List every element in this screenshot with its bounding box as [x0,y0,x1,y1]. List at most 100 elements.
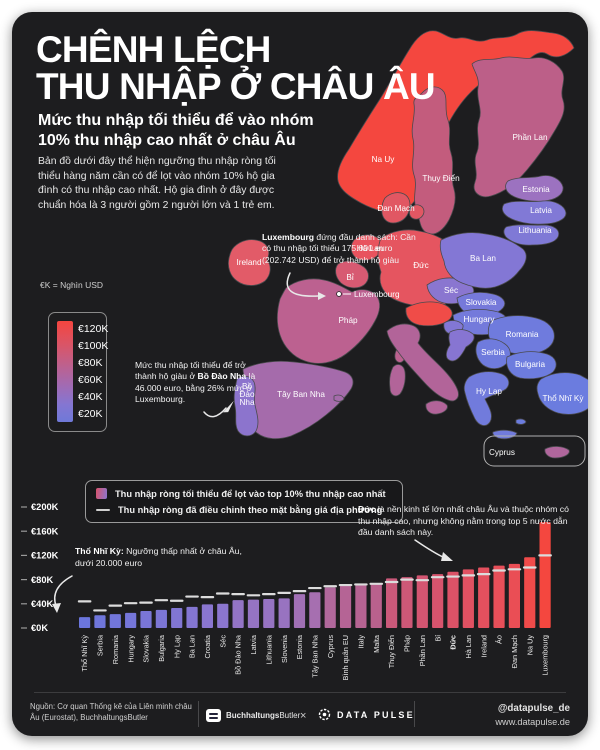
y-axis-tick-label: €80K [31,575,54,585]
portugal-annotation-post: là 46.000 euro, bằng 26% mức ở Luxembour… [135,371,256,405]
country-mallorca [333,394,345,402]
datapulse-wordmark: DATA PULSE [337,709,415,720]
x-axis-label: Croatia [203,634,212,658]
map-label-thuy-dien: Thụy Điển [422,173,460,183]
ppp-dash-Romania [108,604,123,607]
ppp-dash-Ireland [476,573,491,576]
country-cyprus [544,446,570,459]
bar-Romania [109,614,121,628]
luxembourg-marker-dot [336,291,342,297]
cyprus-inset-box [483,435,586,467]
x-axis-label: Bình quân EU [341,635,350,680]
x-axis-label: Áo [495,635,504,644]
income-bar-chart: €200K €160K €120K €80K €40K €0K Thổ Nhĩ Kỳ Serb… [21,502,552,680]
ppp-dash-Thụy Điển [384,580,399,584]
map-label-ireland: Ireland [236,258,261,267]
dash-line-icon [96,508,110,512]
bar-Na Uy [524,557,536,628]
bar-Hungary [125,612,137,628]
country-estonia [505,175,564,202]
ppp-dash-Bồ Đào Nha [231,593,245,596]
legend-gradient-bar [57,321,73,422]
ppp-dash-Bỉ [430,576,445,579]
map-label-estonia: Estonia [522,185,550,194]
gradient-swatch-icon [96,488,107,499]
bar-Italy [355,585,367,628]
ppp-dash-Lithuania [262,593,276,596]
country-lithuania [503,224,560,246]
ppp-dash-Cyprus [323,585,337,588]
x-axis-label: Latvia [249,634,258,654]
portugal-annotation-pre: Mức thu nhập tối thiểu để trở thành hộ g… [135,360,246,382]
ppp-dash-Thổ Nhĩ Kỳ [77,600,92,603]
chart-legend: Thu nhập ròng tối thiểu để lọt vào top 1… [85,480,403,523]
map-label-bi: Bỉ [346,273,353,282]
map-label-duc: Đức [413,261,429,270]
map-label-bo-dao-nha: Bồ Đào Nha [239,382,254,407]
germany-annotation-bold: Đức [358,504,376,514]
legend-label: €20K [78,407,103,420]
map-label-phan-lan: Phần Lan [512,133,548,142]
chart-legend-bar-label: Thu nhập ròng tối thiểu để lọt vào top 1… [115,488,386,499]
luxembourg-arrowhead [318,292,326,300]
luxembourg-annotation-text: đứng đầu danh sách: Cần có thu nhập tối … [262,232,416,265]
y-axis-tick-label: €40K [31,599,54,609]
social-handle: @datapulse_de [497,703,570,714]
map-label-na-uy: Na Uy [372,155,396,164]
x-axis-label: Slovenia [280,634,289,663]
turkey-annotation-text: Ngưỡng thấp nhất ở châu Âu, dưới 20.000 … [75,546,242,568]
y-axis-tick-label: €0K [31,623,48,633]
datapulse-gear-icon [318,708,331,721]
x-axis-label: Romania [111,634,120,664]
page-title: CHÊNH LỆCH THU NHẬP Ở CHÂU ÂU [36,31,436,105]
country-finland [471,56,565,198]
map-label-romania: Romania [506,330,539,339]
x-axis-label: Italy [357,635,366,649]
portugal-arrow [203,407,227,418]
country-turkey [536,372,588,415]
social-links: @datapulse_de www.datapulse.de [495,702,570,730]
legend-label: €80K [78,357,103,370]
country-aegean1 [515,418,527,425]
bar-Đức [447,571,459,628]
luxembourg-annotation-bold: Luxembourg [262,232,315,242]
country-sicily [425,400,448,415]
bar-Thụy Điển [386,578,398,628]
bar-Ba Lan [186,606,198,628]
ppp-dash-Luxembourg [538,554,552,557]
ppp-dash-Phần Lan [415,579,430,582]
bar-Croatia [201,604,213,628]
x-axis-label: Bulgaria [157,634,166,662]
x-axis-label: Malta [372,634,381,653]
map-label-ha-lan: Hà Lan [357,244,384,253]
portugal-arrowhead [223,400,234,413]
x-axis-label: Phần Lan [418,635,427,666]
legend-labels: €120K €100K €80K €60K €40K €20K [78,321,108,422]
ppp-dash-Bình quân EU [338,583,353,587]
country-belgium [335,260,369,289]
map-label-tho-nhi-ky: Thổ Nhĩ Kỳ [543,393,585,403]
brand1-bold: Buchhaltungs [226,711,280,720]
chart-legend-dash-label: Thu nhập ròng đã điều chỉnh theo mặt bằn… [118,505,383,515]
country-portugal [233,375,259,437]
subtitle-line-2: 10% thu nhập cao nhất ở châu Âu [38,131,296,149]
ppp-dash-Latvia [246,594,261,597]
source-note: Nguồn: Cơ quan Thống kê của Liên minh ch… [30,702,192,722]
y-axis-tick-label: €120K [31,551,59,561]
x-axis-label: Đan Mạch [510,635,519,668]
map-label-hy-lap: Hy Lạp [476,387,502,396]
ppp-dash-Pháp [400,578,414,581]
bar-Séc [217,603,229,628]
map-label-tay-ban-nha: Tây Ban Nha [277,390,325,399]
ppp-dash-Italy [354,583,368,586]
ppp-dash-Estonia [292,589,307,593]
map-label-latvia: Latvia [530,206,552,215]
bar-Bỉ [432,574,444,628]
germany-arrow [414,539,446,559]
x-axis-label: Hà Lan [464,635,473,659]
map-label-cyprus: Cyprus [489,448,515,457]
bar-Estonia [293,594,306,628]
x-axis-label: Hungary [126,635,135,663]
website-url: www.datapulse.de [495,717,570,728]
map-label-sec: Séc [444,286,458,295]
